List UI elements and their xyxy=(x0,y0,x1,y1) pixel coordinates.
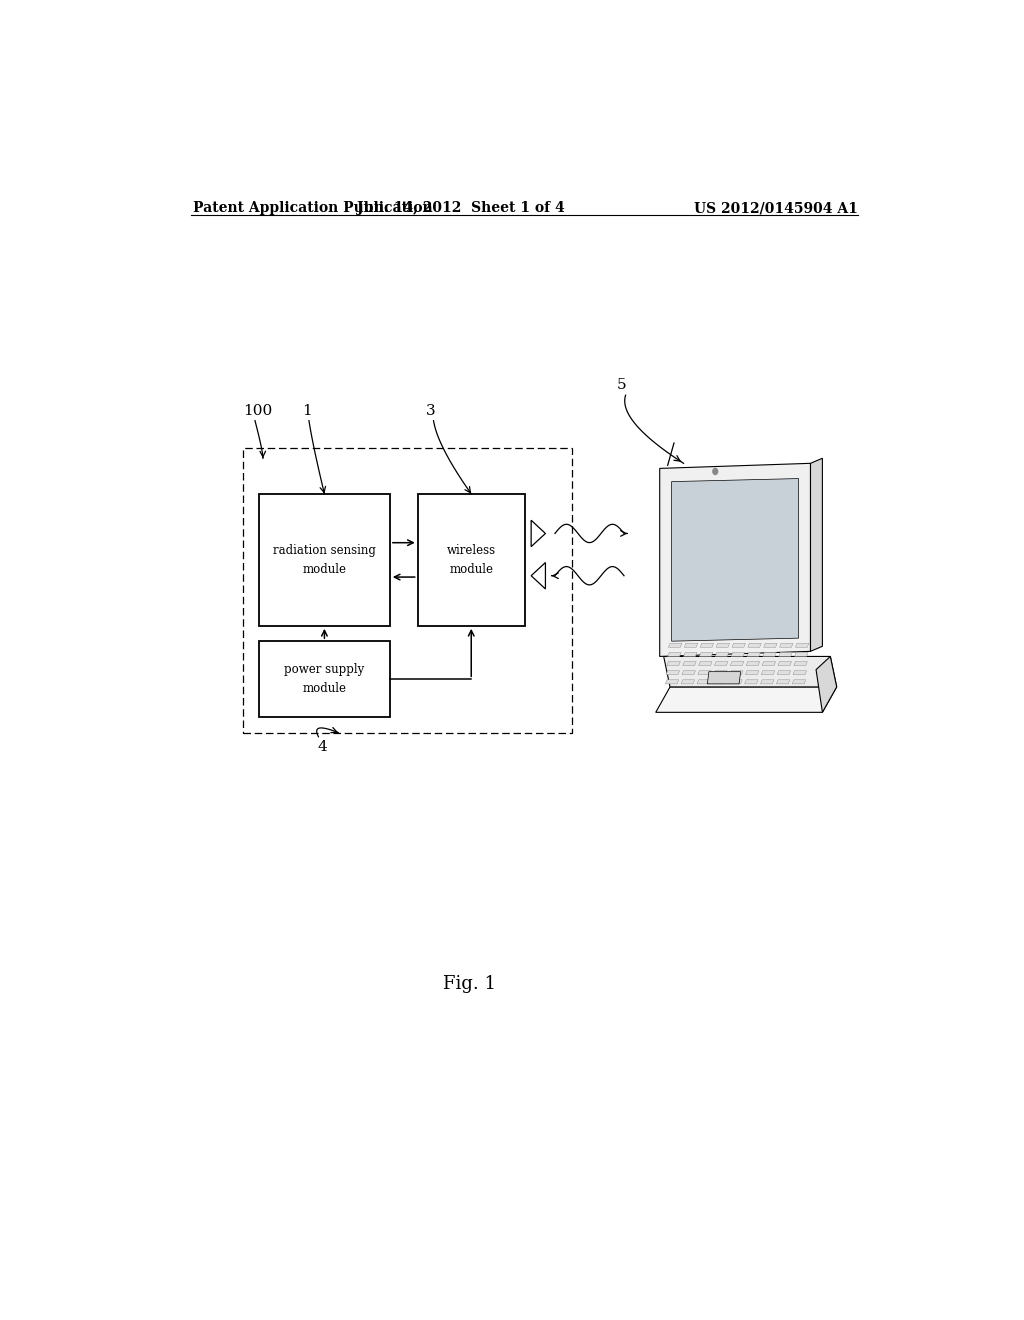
Text: Patent Application Publication: Patent Application Publication xyxy=(194,201,433,215)
Polygon shape xyxy=(664,656,837,686)
Polygon shape xyxy=(716,643,729,647)
Polygon shape xyxy=(764,643,777,647)
Circle shape xyxy=(713,469,718,474)
Polygon shape xyxy=(669,643,682,647)
Polygon shape xyxy=(746,661,760,665)
Polygon shape xyxy=(713,680,726,684)
Polygon shape xyxy=(779,652,793,656)
Text: US 2012/0145904 A1: US 2012/0145904 A1 xyxy=(694,201,858,215)
Polygon shape xyxy=(668,652,681,656)
Polygon shape xyxy=(697,680,711,684)
Polygon shape xyxy=(666,671,680,675)
Polygon shape xyxy=(811,458,822,651)
Polygon shape xyxy=(659,463,811,656)
Text: 4: 4 xyxy=(317,739,328,754)
Text: Fig. 1: Fig. 1 xyxy=(442,974,496,993)
Polygon shape xyxy=(667,661,680,665)
Text: 3: 3 xyxy=(426,404,436,417)
Polygon shape xyxy=(684,643,697,647)
Text: power supply
module: power supply module xyxy=(285,664,365,696)
Polygon shape xyxy=(699,652,713,656)
Polygon shape xyxy=(682,671,695,675)
Polygon shape xyxy=(796,643,809,647)
Polygon shape xyxy=(744,680,758,684)
Polygon shape xyxy=(700,643,714,647)
Polygon shape xyxy=(794,661,807,665)
Polygon shape xyxy=(716,652,729,656)
Polygon shape xyxy=(795,652,808,656)
Polygon shape xyxy=(731,652,744,656)
Polygon shape xyxy=(684,652,697,656)
Polygon shape xyxy=(715,661,728,665)
Text: wireless
module: wireless module xyxy=(446,544,496,576)
Polygon shape xyxy=(748,652,761,656)
Polygon shape xyxy=(672,479,799,642)
Polygon shape xyxy=(762,661,775,665)
Polygon shape xyxy=(698,661,712,665)
Polygon shape xyxy=(708,672,740,684)
Polygon shape xyxy=(761,680,774,684)
Polygon shape xyxy=(683,661,696,665)
Text: 1: 1 xyxy=(302,404,311,417)
Polygon shape xyxy=(761,671,775,675)
Polygon shape xyxy=(745,671,759,675)
Polygon shape xyxy=(732,643,745,647)
Text: 100: 100 xyxy=(243,404,272,417)
Polygon shape xyxy=(776,680,790,684)
Polygon shape xyxy=(729,671,743,675)
Polygon shape xyxy=(729,680,742,684)
Polygon shape xyxy=(778,661,792,665)
Polygon shape xyxy=(816,656,837,713)
Polygon shape xyxy=(666,680,679,684)
Polygon shape xyxy=(681,680,694,684)
Text: Jun. 14, 2012  Sheet 1 of 4: Jun. 14, 2012 Sheet 1 of 4 xyxy=(357,201,565,215)
Polygon shape xyxy=(730,661,743,665)
Text: 5: 5 xyxy=(616,378,627,392)
Polygon shape xyxy=(655,686,837,713)
Polygon shape xyxy=(779,643,793,647)
Text: radiation sensing
module: radiation sensing module xyxy=(273,544,376,576)
Polygon shape xyxy=(763,652,776,656)
Polygon shape xyxy=(714,671,727,675)
Polygon shape xyxy=(697,671,712,675)
Polygon shape xyxy=(793,680,806,684)
Polygon shape xyxy=(777,671,791,675)
Polygon shape xyxy=(748,643,761,647)
Polygon shape xyxy=(793,671,807,675)
